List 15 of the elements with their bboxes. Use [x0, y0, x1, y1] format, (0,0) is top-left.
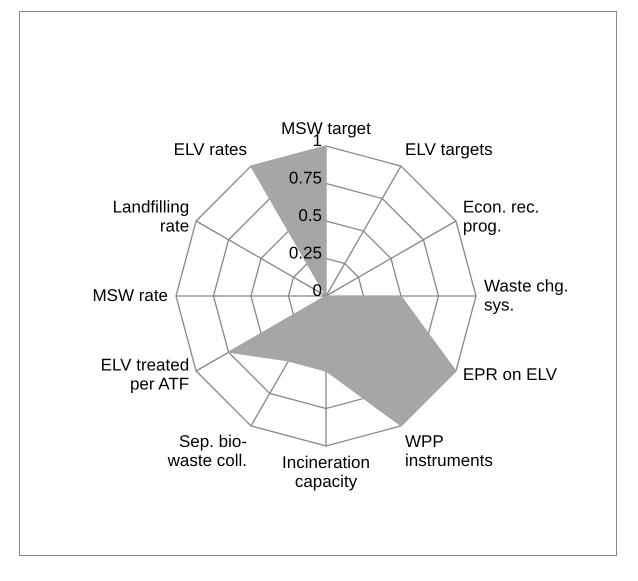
- spoke-label: Sep. bio-waste coll.: [166, 432, 247, 470]
- y-tick-label: 0.75: [288, 168, 322, 188]
- spoke-label: Incineration capacity: [282, 453, 370, 491]
- y-tick-label: 0: [312, 281, 322, 300]
- spoke-label: ELV targets: [405, 140, 493, 160]
- spoke-label: ELV treated per ATF: [100, 356, 190, 394]
- spoke-label: Econ. rec. prog.: [462, 198, 540, 236]
- spoke-label: MSW rate: [92, 286, 168, 305]
- y-tick-label: 0.5: [298, 206, 322, 225]
- spoke-label: EPR on ELV: [462, 365, 558, 384]
- spoke-label: WPP instruments: [405, 432, 493, 470]
- spoke-label: Landfilling rate: [112, 198, 190, 236]
- spoke-label: Waste chg. sys.: [484, 276, 568, 314]
- spoke-label: ELV rates: [174, 140, 247, 160]
- y-tick-label: 0.25: [288, 244, 322, 262]
